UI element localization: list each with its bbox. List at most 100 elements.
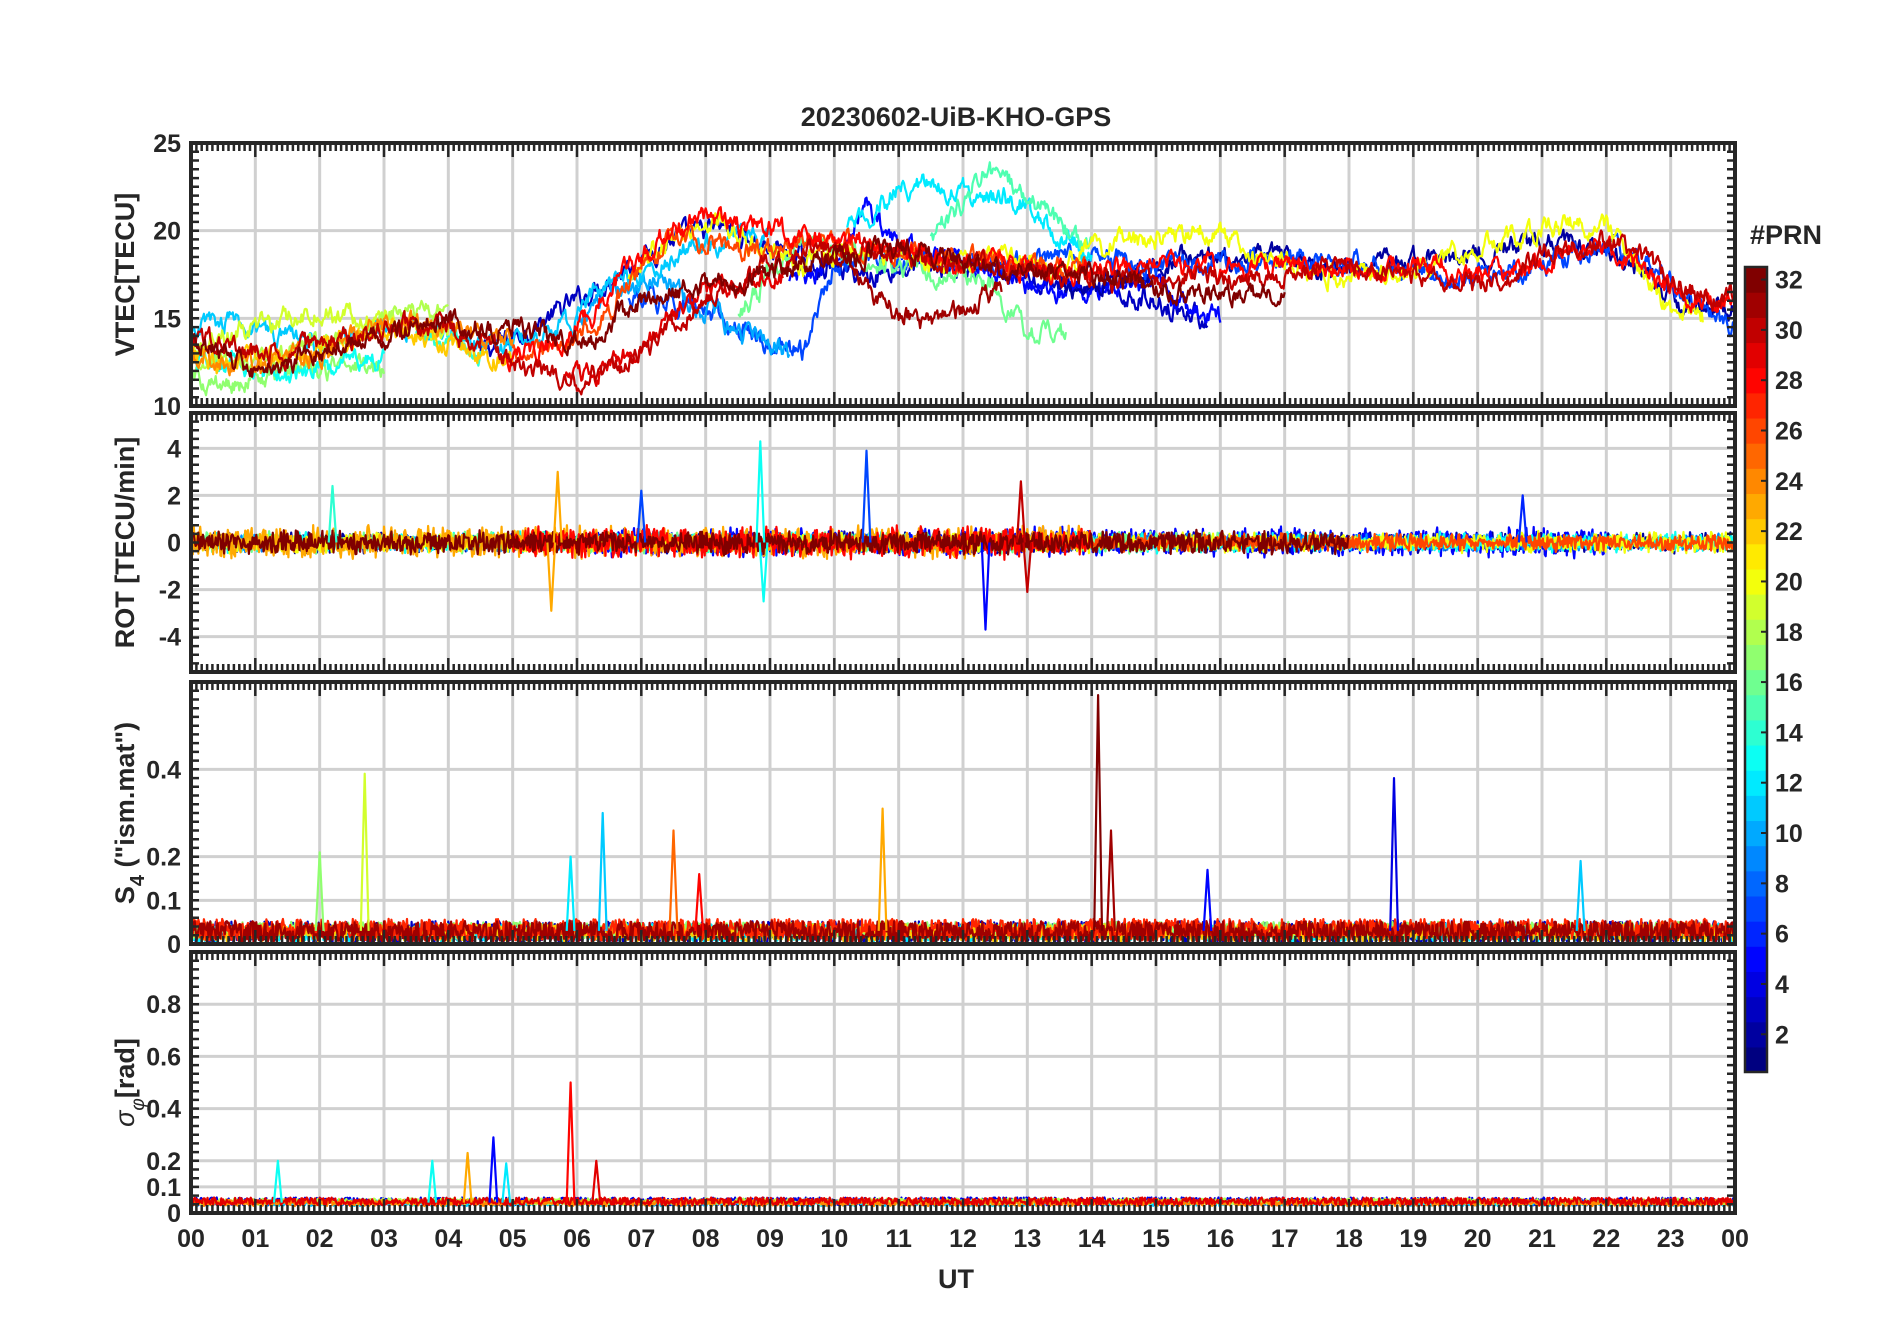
y-tick-label: -4 [159, 624, 181, 652]
colorbar-segment [1745, 921, 1767, 947]
x-tick-label: 05 [499, 1225, 527, 1253]
x-tick-label: 22 [1592, 1225, 1620, 1253]
x-tick-label: 08 [692, 1225, 720, 1253]
colorbar-segment [1745, 820, 1767, 847]
spike-prn-11 [597, 811, 608, 931]
y-tick-label: 15 [153, 305, 181, 333]
y-tick-label: 2 [167, 482, 181, 510]
x-tick-label: 00 [177, 1225, 205, 1253]
y-tick-label: 4 [167, 435, 181, 463]
spike-prn-4 [1389, 777, 1399, 931]
colorbar-segment [1745, 946, 1767, 972]
colorbar-segment [1745, 895, 1767, 922]
spike-prn-23 [462, 1151, 473, 1203]
spike-prn-13 [758, 542, 769, 603]
x-tick-label: 20 [1464, 1225, 1492, 1253]
axis-ticks [189, 141, 1737, 408]
colorbar-tick-label: 16 [1775, 669, 1803, 697]
x-tick-label: 00 [1721, 1225, 1749, 1253]
x-tick-label: 19 [1399, 1225, 1427, 1253]
colorbar-segment [1745, 493, 1767, 520]
series-prn-20 [627, 212, 1704, 323]
spike-prn-14 [327, 484, 338, 543]
spike-prn-7 [861, 449, 872, 543]
x-tick-label: 23 [1657, 1225, 1685, 1253]
colorbar-tick-label: 14 [1775, 719, 1803, 747]
x-tick-label: 11 [885, 1225, 912, 1253]
colorbar-title: #PRN [1750, 220, 1822, 250]
colorbar-segment [1745, 367, 1767, 394]
y-tick-label: 0.2 [146, 844, 181, 872]
y-tick-label: 0.6 [146, 1043, 181, 1071]
spike-prn-5 [980, 542, 991, 631]
colorbar-segment [1745, 845, 1767, 872]
y-tick-label: 0.4 [146, 1096, 181, 1124]
x-tick-label: 15 [1142, 1225, 1170, 1253]
colorbar-tick-label: 12 [1775, 770, 1803, 798]
x-tick-label: 13 [1013, 1225, 1041, 1253]
spike-prn-19 [359, 772, 370, 931]
x-tick-label: 17 [1271, 1225, 1299, 1253]
panel-sigma_phi: 00.10.2 0.4 0.6 0.8 σφ[rad] 00 01 02 03 04 05 06 07 0… [110, 950, 1749, 1253]
y-tick-label: 0 [167, 1200, 181, 1228]
colorbar-segment [1745, 267, 1767, 293]
colorbar-tick-label: 4 [1775, 971, 1789, 999]
series-prn-32 [191, 528, 1351, 557]
colorbar-segment [1745, 795, 1767, 822]
y-axis-label: σφ[rad] [110, 1038, 149, 1127]
x-tick-label: 02 [306, 1225, 334, 1253]
spike-prn-23 [546, 542, 557, 612]
x-tick-label: 06 [563, 1225, 591, 1253]
colorbar-tick-label: 2 [1775, 1021, 1789, 1049]
x-tick-label: 18 [1335, 1225, 1363, 1253]
panel-vtec: 10 15 20 25 VTEC[TECU] [110, 130, 1737, 421]
panel-s4: 0 0.1 0.2 0.4S4 ("ism.mat") [110, 680, 1737, 959]
spike-prn-31 [1106, 829, 1116, 931]
colorbar-segment [1745, 1021, 1767, 1048]
y-tick-label: 0.1 [146, 887, 181, 915]
colorbar-tick-label: 20 [1775, 568, 1803, 596]
spike-prn-29 [591, 1159, 602, 1203]
colorbar-segment [1745, 292, 1767, 318]
axis-ticks [189, 950, 1737, 1215]
spike-prn-17 [314, 851, 325, 931]
colorbar-tick-label: 26 [1775, 418, 1803, 446]
colorbar-segment [1745, 669, 1767, 696]
spike-prn-13 [272, 1159, 283, 1203]
colorbar-segment [1745, 1046, 1767, 1073]
x-tick-label: 10 [820, 1225, 848, 1253]
spike-prn-13 [755, 440, 766, 543]
y-tick-label: 25 [153, 130, 181, 158]
x-tick-label: 09 [756, 1225, 784, 1253]
x-axis-label: UT [938, 1264, 974, 1294]
spike-prn-7 [636, 489, 647, 543]
series-prn-28 [499, 206, 1735, 373]
series-prn-13 [191, 347, 386, 384]
x-tick-label: 14 [1078, 1225, 1106, 1253]
spike-prn-5 [1202, 868, 1213, 931]
colorbar-segment [1745, 518, 1767, 545]
colorbar-segment [1745, 971, 1767, 998]
colorbar-segment [1745, 770, 1767, 796]
colorbar-segment [1745, 417, 1767, 444]
x-tick-label: 12 [949, 1225, 977, 1253]
spike-prn-30 [1022, 542, 1033, 593]
colorbar-tick-label: 30 [1775, 317, 1803, 345]
colorbar-segment [1745, 744, 1767, 771]
y-tick-label: 0 [167, 530, 181, 558]
y-axis-label: S4 ("ism.mat") [110, 722, 149, 904]
axis-ticks [189, 680, 1737, 946]
spike-prn-28 [694, 873, 705, 931]
y-tick-label: 20 [153, 218, 181, 246]
series-prn-32 [191, 234, 1286, 378]
spike-prn-12 [565, 855, 576, 931]
colorbar-tick-label: 24 [1775, 468, 1803, 496]
y-tick-label: 0.2 [146, 1148, 181, 1176]
colorbar-segment [1745, 594, 1767, 620]
series-prn-31 [820, 250, 1003, 330]
colorbar-tick-label: 8 [1775, 870, 1789, 898]
colorbar-segment [1745, 996, 1767, 1023]
